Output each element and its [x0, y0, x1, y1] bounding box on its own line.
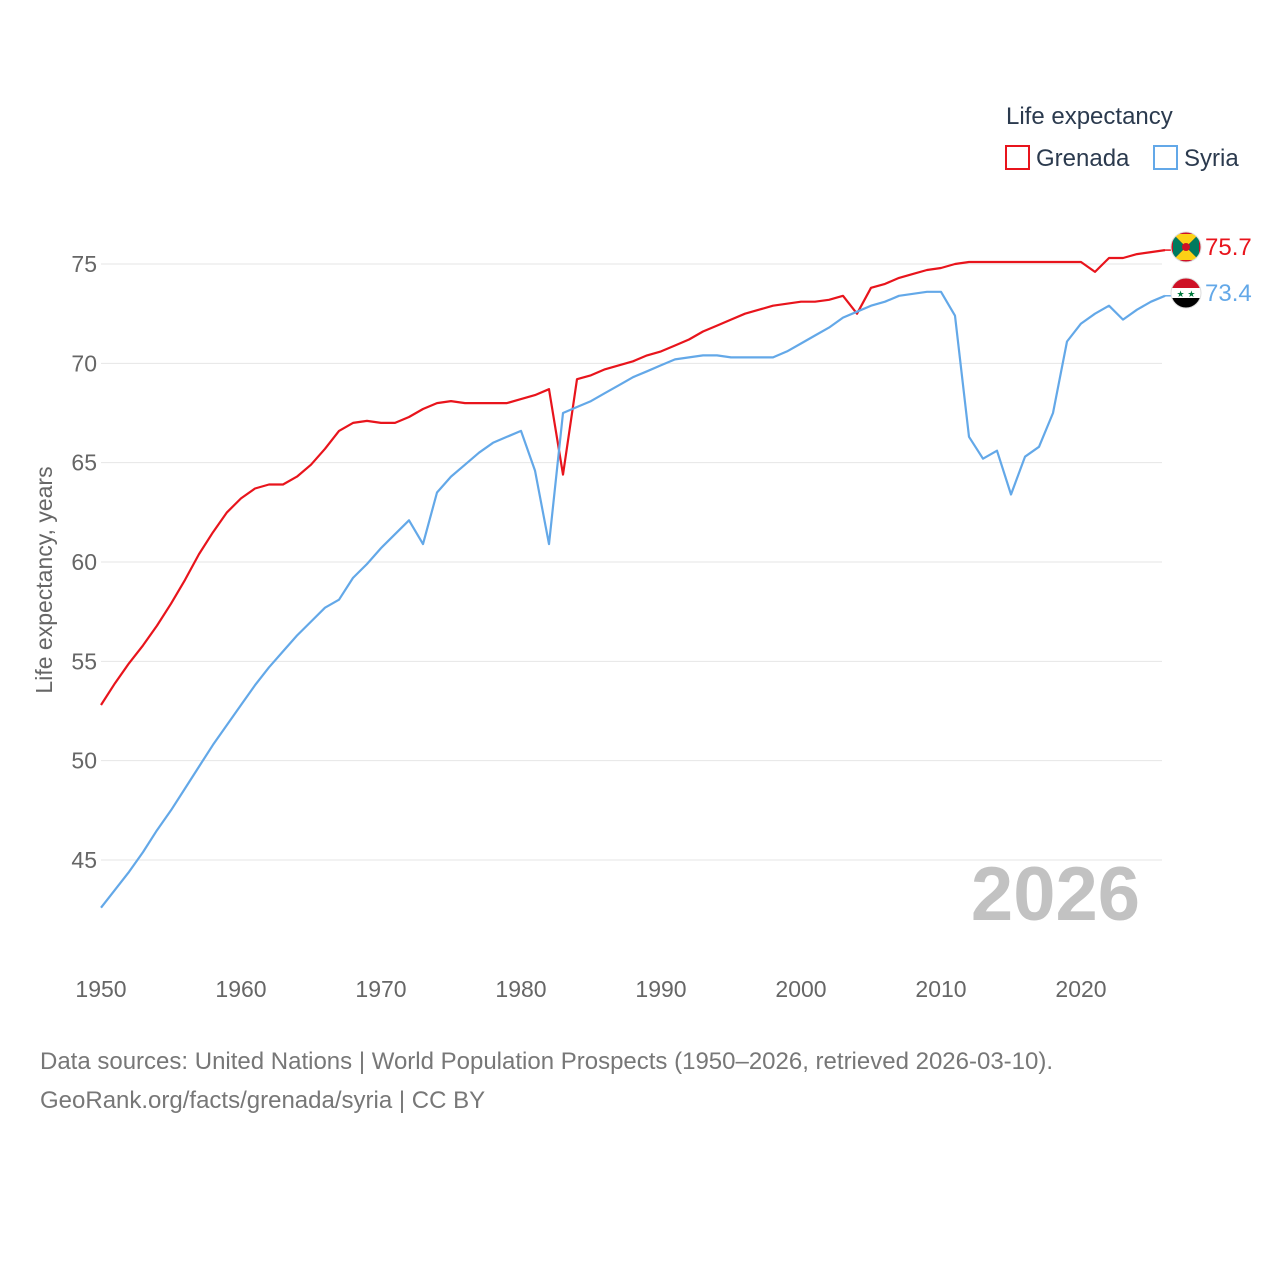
legend-title: Life expectancy	[1006, 103, 1173, 130]
y-tick-label: 75	[71, 251, 97, 277]
legend-label-grenada: Grenada	[1036, 145, 1130, 172]
source-line: Data sources: United Nations | World Pop…	[40, 1048, 1054, 1075]
line-chart: 45 50 55 60 65 70 75 1950 1960 1970 1980 1990 2000 2…	[31, 103, 1252, 1002]
y-tick-label: 60	[71, 549, 97, 575]
y-axis-ticks: 45 50 55 60 65 70 75	[71, 251, 97, 873]
x-axis-ticks: 1950 1960 1970 1980 1990 2000 2010 2020	[75, 976, 1106, 1002]
year-label: 2026	[971, 852, 1140, 937]
legend-label-syria: Syria	[1184, 145, 1239, 172]
legend: Life expectancy Grenada Syria	[1005, 103, 1239, 172]
x-tick-label: 1950	[75, 976, 126, 1002]
y-tick-label: 45	[71, 847, 97, 873]
x-tick-label: 2000	[775, 976, 826, 1002]
x-tick-label: 1960	[215, 976, 266, 1002]
y-tick-label: 55	[71, 648, 97, 674]
license-line: GeoRank.org/facts/grenada/syria | CC BY	[40, 1087, 486, 1114]
legend-item-grenada[interactable]: Grenada	[1005, 145, 1130, 172]
x-tick-label: 1990	[635, 976, 686, 1002]
end-value-grenada: 75.7	[1205, 234, 1252, 261]
x-tick-label: 2020	[1055, 976, 1106, 1002]
y-tick-label: 65	[71, 450, 97, 476]
x-tick-label: 2010	[915, 976, 966, 1002]
source-note: Data sources: United Nations | World Pop…	[40, 1042, 1053, 1120]
legend-swatch-grenada	[1005, 145, 1030, 170]
end-value-syria: 73.4	[1205, 280, 1252, 307]
gridlines	[101, 263, 1162, 861]
series-line-grenada[interactable]	[100, 249, 1166, 706]
y-tick-label: 70	[71, 350, 97, 376]
y-axis-label: Life expectancy, years	[31, 466, 57, 693]
series-line-syria[interactable]	[100, 290, 1166, 909]
series-lines	[100, 249, 1171, 909]
legend-item-syria[interactable]: Syria	[1153, 145, 1239, 172]
x-tick-label: 1980	[495, 976, 546, 1002]
svg-text:★ ★: ★ ★	[1177, 290, 1196, 300]
x-tick-label: 1970	[355, 976, 406, 1002]
legend-swatch-syria	[1153, 145, 1178, 170]
y-tick-label: 50	[71, 748, 97, 774]
grenada-flag-icon	[1170, 231, 1202, 263]
syria-flag-icon: ★ ★	[1170, 277, 1202, 309]
